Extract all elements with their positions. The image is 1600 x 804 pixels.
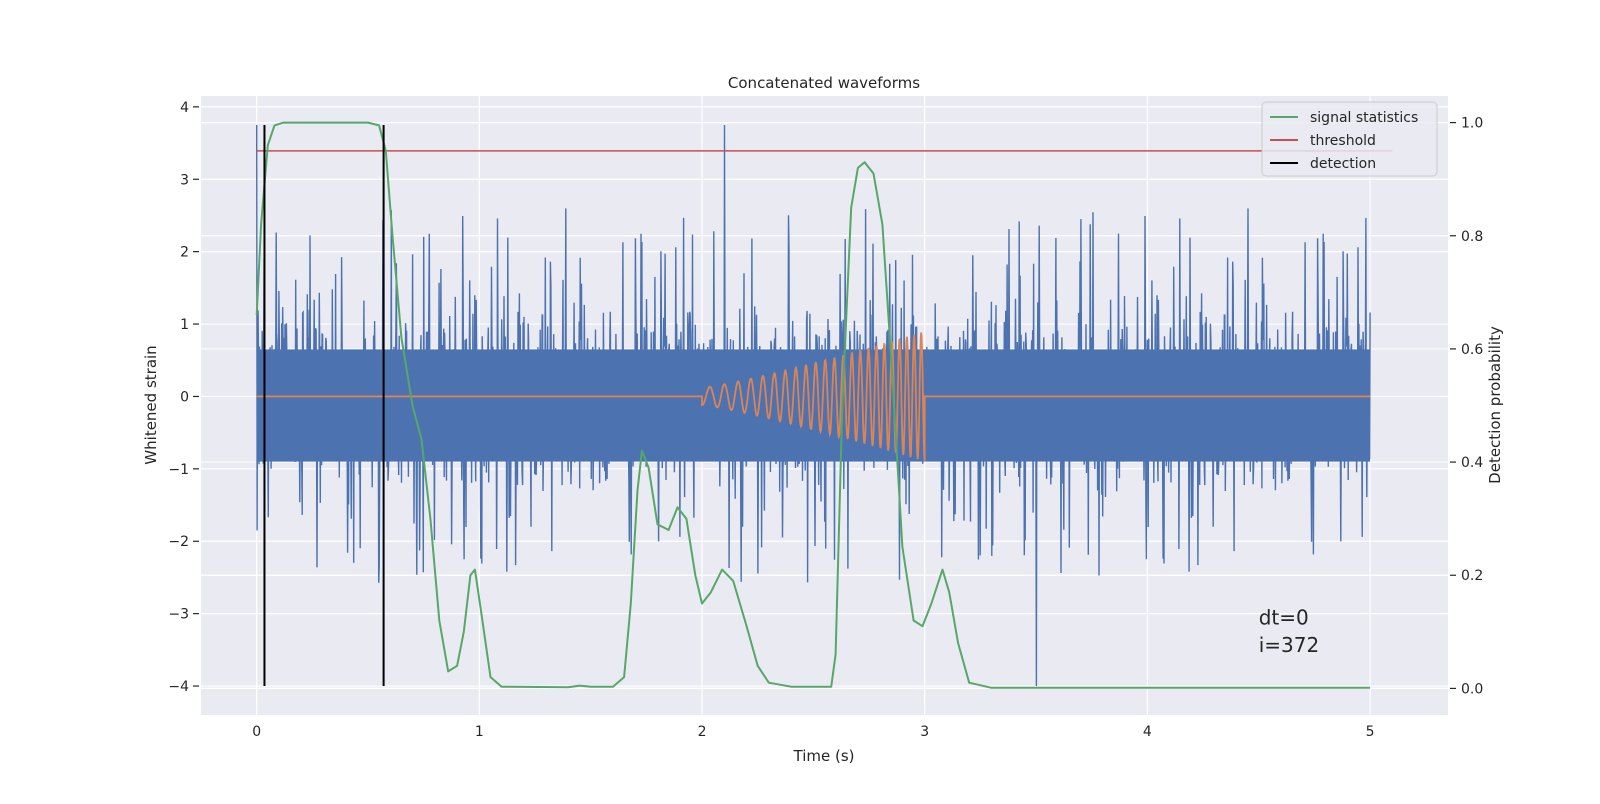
x-tick-label: 4 — [1143, 724, 1152, 740]
y2-tick-label: 0.6 — [1461, 342, 1483, 358]
y2-tick-label: 1.0 — [1461, 116, 1483, 132]
y-tick-label: 0 — [180, 389, 189, 405]
y-tick-label: 1 — [180, 317, 189, 333]
y2-tick-label: 0.4 — [1461, 455, 1483, 471]
y-tick-label: 3 — [180, 172, 189, 188]
legend-label: threshold — [1310, 133, 1376, 149]
legend-label: signal statistics — [1310, 110, 1418, 126]
y-tick-label: −3 — [168, 607, 189, 623]
annotation-text: i=372 — [1259, 633, 1320, 657]
x-tick-label: 2 — [698, 724, 707, 740]
y2-axis-title: Detection probability — [1486, 326, 1504, 484]
y-tick-label: 4 — [180, 100, 189, 116]
y-tick-label: −4 — [168, 679, 189, 695]
signal-statistics-line — [255, 121, 1371, 689]
x-tick-label: 5 — [1366, 724, 1375, 740]
plot-area — [255, 121, 1393, 689]
legend: signal statistics threshold detection — [1261, 101, 1438, 177]
y2-tick-label: 0.8 — [1461, 229, 1483, 245]
y-tick-label: 2 — [180, 245, 189, 261]
y2-tick-label: 0.0 — [1461, 681, 1483, 697]
x-tick-label: 1 — [475, 724, 484, 740]
y-tick-label: −1 — [168, 462, 189, 478]
right-axis-ticks: 0.0 0.2 0.4 0.6 0.8 1.0 — [1450, 116, 1483, 697]
annotation-text: dt=0 — [1259, 606, 1309, 630]
y2-tick-label: 0.2 — [1461, 568, 1483, 584]
annotations: dt=0 i=372 — [1259, 606, 1320, 658]
legend-box — [1261, 101, 1438, 177]
x-axis-title: Time (s) — [793, 747, 855, 765]
x-tick-label: 0 — [252, 724, 261, 740]
chart-title: Concatenated waveforms — [728, 74, 920, 92]
left-axis-ticks: −4 −3 −2 −1 0 1 2 3 4 — [168, 100, 199, 695]
template-chirp-line — [256, 332, 1371, 462]
y-tick-label: −2 — [168, 534, 189, 550]
x-axis-ticks: 0 1 2 3 4 5 — [252, 724, 1374, 740]
x-tick-label: 3 — [920, 724, 929, 740]
y-axis-title: Whitened strain — [142, 345, 160, 464]
legend-label: detection — [1310, 156, 1376, 172]
